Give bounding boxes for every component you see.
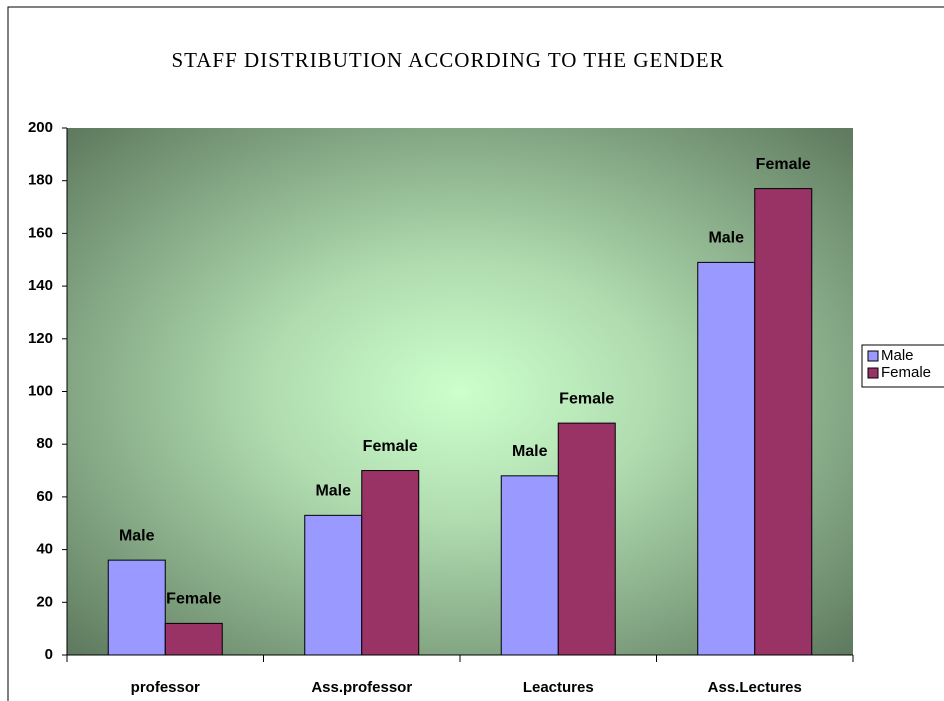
y-tick-label: 140 [28, 277, 53, 294]
y-tick-label: 60 [36, 488, 53, 505]
y-tick-label: 160 [28, 224, 53, 241]
bar [557, 422, 616, 656]
data-label: Male [119, 527, 155, 544]
data-label: Male [512, 443, 548, 460]
x-tick-label: Ass.professor [311, 679, 412, 696]
y-tick-label: 180 [28, 172, 53, 189]
legend-label: Female [881, 364, 931, 381]
data-label: Male [708, 230, 744, 247]
chart-title: STAFF DISTRIBUTION ACCORDING TO THE GEND… [171, 48, 724, 72]
bar [500, 475, 559, 656]
frame [7, 6, 944, 701]
x-tick-label: professor [131, 679, 200, 696]
x-tick-label: Leactures [523, 679, 594, 696]
data-label: Female [363, 438, 418, 455]
bar [361, 470, 420, 656]
bar [164, 622, 223, 656]
data-label: Female [166, 591, 221, 608]
bar [697, 261, 756, 656]
bar [304, 514, 363, 656]
y-tick-label: 80 [36, 435, 53, 452]
bar [107, 559, 166, 656]
data-label: Female [559, 390, 614, 407]
y-tick-label: 100 [28, 382, 53, 399]
data-label: Male [315, 483, 351, 500]
y-tick-label: 20 [36, 593, 53, 610]
x-tick-label: Ass.Lectures [708, 679, 802, 696]
bar [754, 188, 813, 656]
y-tick-label: 40 [36, 541, 53, 558]
legend-swatch [867, 367, 879, 379]
y-tick-label: 120 [28, 330, 53, 347]
legend-label: Male [881, 347, 914, 364]
legend-swatch [867, 350, 879, 362]
y-tick-label: 200 [28, 119, 53, 136]
y-tick-label: 0 [45, 646, 53, 663]
data-label: Female [756, 156, 811, 173]
